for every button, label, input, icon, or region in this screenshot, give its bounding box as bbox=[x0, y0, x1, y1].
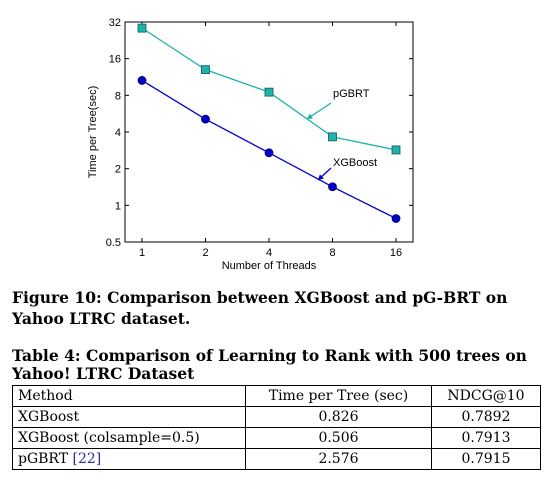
xgboost-point bbox=[391, 214, 401, 223]
x-tick-label: 16 bbox=[390, 247, 402, 259]
header-ndcg: NDCG@10 bbox=[431, 385, 541, 407]
xgboost-annotation: XGBoost bbox=[333, 157, 377, 169]
time-cell: 0.506 bbox=[245, 427, 432, 449]
pgbrt-point bbox=[391, 145, 401, 155]
y-tick-label: 1 bbox=[115, 200, 121, 212]
table-row: pGBRT [22] 2.576 0.7915 bbox=[12, 448, 541, 470]
ndcg-cell: 0.7913 bbox=[431, 427, 541, 449]
pgbrt-point bbox=[264, 87, 274, 97]
xgboost-point bbox=[201, 114, 210, 124]
pgbrt-point bbox=[201, 65, 210, 75]
time-cell: 0.826 bbox=[245, 406, 432, 428]
xgboost-annotation-arrowhead bbox=[318, 174, 324, 180]
x-tick-label: 8 bbox=[329, 247, 335, 259]
y-tick-label: 4 bbox=[115, 127, 121, 139]
pgbrt-point bbox=[328, 132, 337, 142]
pgbrt-annotation: pGBRT bbox=[333, 88, 370, 100]
plot-frame bbox=[124, 21, 414, 243]
method-cell: XGBoost bbox=[12, 406, 246, 428]
x-tick-label: 1 bbox=[139, 247, 145, 259]
x-tick-label: 2 bbox=[202, 247, 208, 259]
figure-caption: Figure 10: Comparison between XGBoost an… bbox=[12, 288, 508, 328]
ndcg-cell: 0.7915 bbox=[431, 448, 541, 470]
pgbrt-point bbox=[137, 23, 147, 33]
y-tick-label: 2 bbox=[115, 164, 121, 176]
time-cell: 2.576 bbox=[245, 448, 432, 470]
y-tick-label: 32 bbox=[109, 17, 121, 29]
x-axis-label: Number of Threads bbox=[222, 260, 317, 272]
xgboost-point bbox=[137, 76, 147, 85]
header-time: Time per Tree (sec) bbox=[245, 385, 432, 407]
xgboost-point bbox=[264, 148, 274, 158]
y-axis-label: Time per Tree(sec) bbox=[87, 86, 99, 179]
pgbrt-annotation-arrowhead bbox=[307, 113, 313, 119]
results-table: Method Time per Tree (sec) NDCG@10 XGBoo… bbox=[12, 385, 541, 470]
citation-link[interactable]: [22] bbox=[72, 451, 102, 467]
xgboost-point bbox=[328, 182, 337, 192]
line-chart: 1 2 4 8 16 0.5 1 2 4 8 16 32 Number of Threads Time p… bbox=[87, 17, 414, 272]
table-row: XGBoost (colsample=0.5) 0.506 0.7913 bbox=[12, 427, 541, 449]
y-tick-label: 16 bbox=[109, 54, 121, 66]
x-tick-label: 4 bbox=[266, 247, 272, 259]
y-tick-label: 8 bbox=[115, 90, 121, 102]
table-row: XGBoost 0.826 0.7892 bbox=[12, 406, 541, 428]
header-method: Method bbox=[12, 385, 246, 407]
ndcg-cell: 0.7892 bbox=[431, 406, 541, 428]
y-tick-label: 0.5 bbox=[106, 237, 121, 249]
table-header-row: Method Time per Tree (sec) NDCG@10 bbox=[12, 385, 541, 407]
method-cell: XGBoost (colsample=0.5) bbox=[12, 427, 246, 449]
table-title: Table 4: Comparison of Learning to Rank … bbox=[12, 346, 527, 383]
method-cell: pGBRT [22] bbox=[12, 448, 246, 470]
